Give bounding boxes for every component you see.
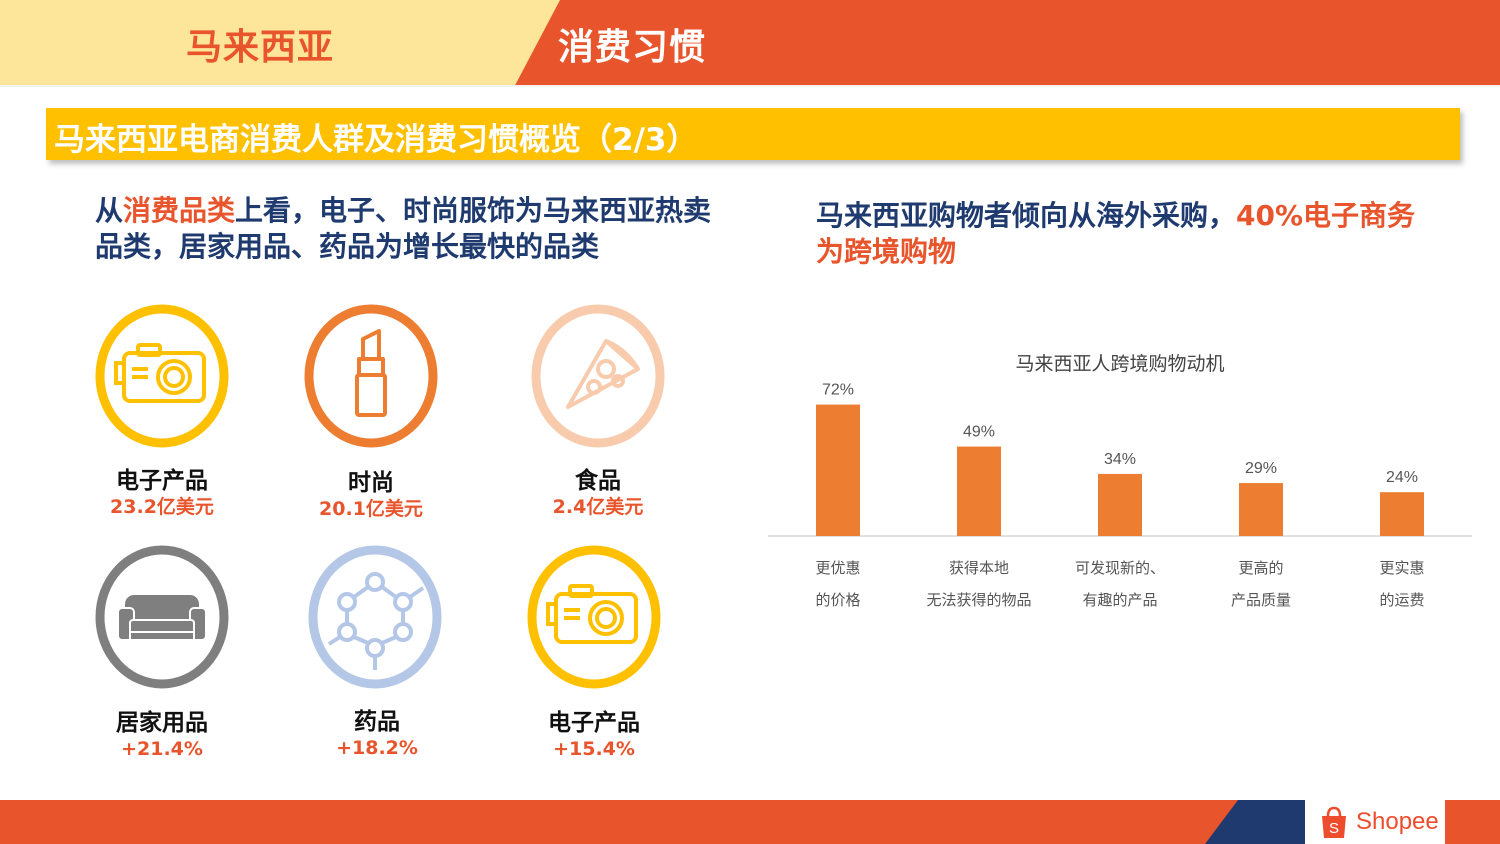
category-name: 食品: [575, 468, 621, 494]
chart-bar: [816, 404, 860, 536]
chart-value-label: 49%: [963, 424, 995, 441]
chart-value-label: 29%: [1245, 460, 1277, 477]
chart-value-label: 24%: [1386, 469, 1418, 486]
crossborder-heading-highlight: 40%电子商务为跨境购物: [816, 199, 1416, 268]
category-heading: 从消费品类上看，电子、时尚服饰为马来西亚热卖品类，居家用品、药品为增长最快的品类: [95, 193, 715, 265]
chart-bar: [1098, 473, 1142, 536]
camera-icon: [95, 304, 229, 448]
category-value: +21.4%: [121, 738, 203, 760]
chart-category-label: 无法获得的物品: [926, 591, 1031, 609]
crossborder-heading: 马来西亚购物者倾向从海外采购，40%电子商务为跨境购物: [816, 198, 1416, 270]
chart-category-label: 更实惠: [1379, 559, 1424, 577]
category-heading-prefix: 从: [95, 194, 124, 227]
chart-category-label: 更优惠: [815, 559, 860, 577]
category-heading-highlight: 消费品类: [123, 194, 236, 227]
country-title: 马来西亚: [186, 27, 335, 68]
category-value: 20.1亿美元: [319, 498, 423, 520]
chart-bar: [1239, 483, 1283, 536]
category-value: 23.2亿美元: [110, 496, 214, 518]
header-divider: [0, 85, 1500, 87]
chart-category-label: 获得本地: [949, 559, 1009, 577]
chart-value-label: 34%: [1104, 451, 1136, 468]
shopee-bag-icon: S: [1322, 806, 1346, 838]
category-value: +18.2%: [336, 737, 418, 759]
pizza-icon: [531, 304, 665, 448]
category-name: 时尚: [348, 470, 394, 496]
molecule-icon: [308, 545, 442, 689]
chart-bar: [957, 446, 1001, 536]
category-heading-rest: 上看，电子、时尚服饰为马来西亚热卖品类，居家用品、药品为增长最快的品类: [95, 194, 712, 263]
chart-category-label: 的运费: [1379, 591, 1424, 609]
crossborder-heading-text: 马来西亚购物者倾向从海外采购，: [816, 199, 1237, 232]
category-name: 居家用品: [116, 710, 208, 736]
category-name: 药品: [354, 709, 400, 735]
svg-text:S: S: [1329, 820, 1339, 837]
footer-brand: Shopee: [1356, 808, 1439, 835]
chart-title: 马来西亚人跨境购物动机: [1015, 353, 1224, 375]
footer-logo-panel: S: [1305, 800, 1445, 844]
chart-category-label: 的价格: [815, 591, 860, 609]
lipstick-icon: [304, 304, 438, 448]
chart-category-label: 更高的: [1238, 559, 1283, 577]
topic-title: 消费习惯: [558, 27, 707, 68]
chart-value-labels: 72% 49% 34% 29% 24%: [822, 382, 1418, 487]
category-name: 电子产品: [116, 468, 208, 494]
chart-category-label: 可发现新的、: [1075, 559, 1165, 577]
camera-icon: [527, 545, 661, 689]
chart-bar: [1380, 492, 1424, 536]
top-header-left-panel: [0, 0, 560, 85]
chart-bars: [816, 404, 1424, 536]
chart-category-label: 产品质量: [1231, 591, 1291, 609]
chart-value-label: 72%: [822, 382, 854, 399]
chart-category-label: 有趣的产品: [1082, 591, 1157, 609]
category-name: 电子产品: [548, 710, 640, 736]
section-banner: 马来西亚电商消费人群及消费习惯概览（2/3）: [46, 108, 1460, 160]
category-value: +15.4%: [553, 738, 635, 760]
category-value: 2.4亿美元: [552, 496, 644, 518]
sofa-icon: [95, 545, 229, 689]
section-title: 马来西亚电商消费人群及消费习惯概览（2/3）: [54, 122, 698, 158]
